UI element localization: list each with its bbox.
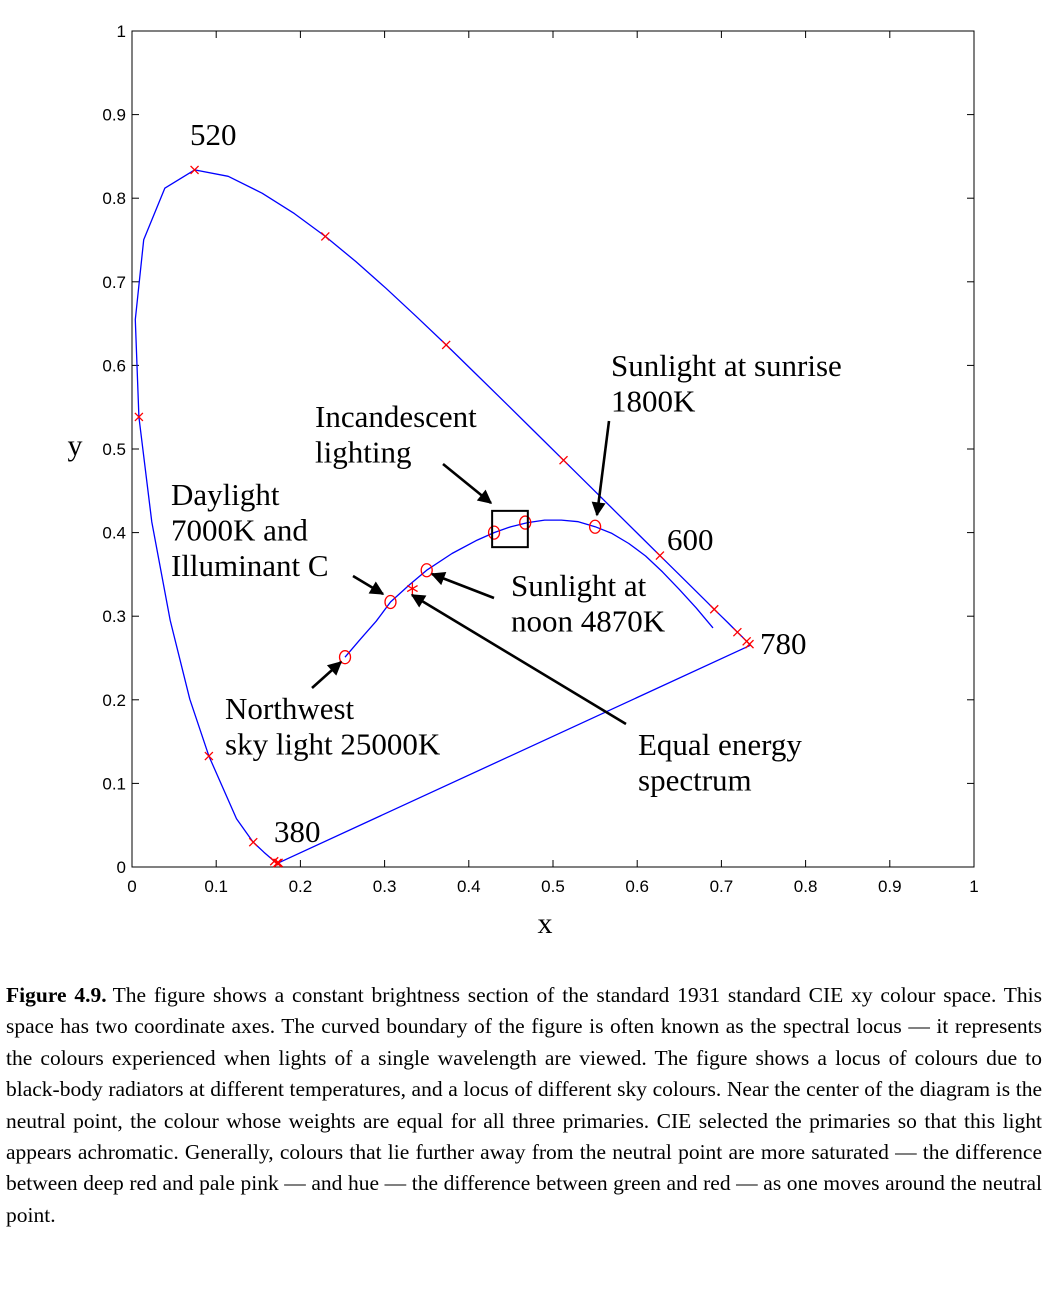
caption-text: The figure shows a constant brightness s… [6, 983, 1042, 1227]
marker-stroke [269, 856, 279, 866]
marker-stroke [134, 412, 144, 422]
annotation-northwest-line: sky light 25000K [225, 727, 441, 762]
x-tick-label: 0.7 [710, 877, 734, 896]
annotation-sunrise-line: 1800K [611, 384, 696, 419]
arrow-daylight [352, 574, 385, 596]
y-tick-label: 0.8 [102, 189, 126, 208]
incandescent-box [491, 509, 529, 549]
y-tick-label: 0.3 [102, 607, 126, 626]
x-tick-label: 0 [127, 877, 136, 896]
annotation-incandescent-line: lighting [315, 435, 411, 470]
y-tick-label: 0.5 [102, 440, 126, 459]
marker-stroke [745, 639, 754, 649]
marker-stroke [274, 858, 284, 868]
marker-stroke [655, 551, 665, 561]
annotation-sunrise-line: Sunlight at sunrise [611, 348, 842, 383]
locus-point-circle [487, 525, 501, 540]
locus-point-circle [384, 594, 397, 610]
y-tick-label: 1 [117, 22, 126, 41]
wavelength-marker [134, 412, 144, 422]
figure-caption: Figure 4.9. The figure shows a constant b… [6, 980, 1042, 1231]
marker-stroke [441, 340, 451, 350]
wavelength-marker [745, 639, 754, 649]
y-tick-label: 0.9 [102, 106, 126, 125]
y-axis-label: y [68, 429, 83, 462]
arrow-noon [430, 572, 495, 600]
wavelength-marker [269, 856, 279, 866]
wavelength-marker [559, 455, 568, 465]
x-tick-label: 0.4 [457, 877, 481, 896]
x-tick-label: 0.6 [625, 877, 649, 896]
marker-stroke [248, 837, 258, 847]
annotation-noon-line: noon 4870K [511, 604, 666, 639]
locus-point-circle [338, 650, 352, 665]
arrow-sunrise [591, 420, 611, 517]
x-tick-label: 0.2 [289, 877, 313, 896]
x-tick-label: 0.5 [541, 877, 565, 896]
annotation-northwest-line: Northwest [225, 691, 355, 726]
annotation-daylight-line: Illuminant C [171, 548, 329, 583]
label-380: 380 [274, 814, 321, 849]
wavelength-marker [248, 837, 258, 847]
equal-energy-point [406, 582, 418, 595]
label-780: 780 [760, 626, 807, 661]
locus-point-circle [420, 563, 433, 578]
asterisk-stroke [406, 585, 418, 593]
label-520: 520 [190, 117, 237, 152]
wavelength-marker [709, 604, 719, 614]
annotation-incandescent-line: Incandescent [315, 399, 477, 434]
x-tick-label: 0.9 [878, 877, 902, 896]
arrow-equal [410, 593, 627, 726]
caption-label: Figure 4.9. [6, 983, 107, 1007]
y-tick-label: 0.6 [102, 356, 126, 375]
y-tick-label: 0 [117, 858, 126, 877]
y-tick-label: 0.7 [102, 273, 126, 292]
cie-chromaticity-chart: 0 0.1 0.2 0.3 0.4 0.5 0.6 0.7 0.8 0.9 1 0 0.1 0.2 0.3 0… [68, 22, 979, 940]
blackbody-locus [344, 519, 714, 658]
label-600: 600 [667, 522, 714, 557]
wavelength-marker [204, 751, 214, 761]
annotation-daylight-line: Daylight [171, 477, 280, 512]
y-tick-label: 0.2 [102, 691, 126, 710]
marker-stroke [190, 165, 200, 175]
wavelength-marker [441, 340, 451, 350]
arrow-incandescent [442, 462, 493, 505]
annotation-daylight-line: 7000K and [171, 513, 308, 548]
annotation-equal-line: spectrum [638, 763, 752, 798]
marker-stroke [320, 231, 330, 241]
y-tick-label: 0.4 [102, 524, 126, 543]
marker-stroke [204, 751, 214, 761]
x-tick-label: 0.1 [204, 877, 228, 896]
annotation-noon-line: Sunlight at [511, 568, 647, 603]
x-axis-label: x [538, 907, 553, 940]
x-tick-label: 0.8 [794, 877, 818, 896]
x-tick-label: 0.3 [373, 877, 397, 896]
wavelength-marker [190, 165, 200, 175]
arrow-northwest [311, 661, 343, 689]
x-tick-label: 1 [969, 877, 978, 896]
wavelength-marker [320, 231, 330, 241]
wavelength-marker [655, 551, 665, 561]
chart-svg: 0 0.1 0.2 0.3 0.4 0.5 0.6 0.7 0.8 0.9 1 0 0.1 0.2 0.3 0… [68, 22, 979, 940]
annotation-equal-line: Equal energy [638, 727, 802, 762]
locus-point-circle [519, 515, 532, 530]
marker-stroke [559, 455, 568, 465]
y-tick-label: 0.1 [102, 774, 126, 793]
marker-stroke [272, 858, 282, 868]
marker-stroke [732, 627, 742, 637]
locus-point-circle [588, 519, 602, 534]
wavelength-marker [732, 627, 742, 637]
marker-stroke [709, 604, 719, 614]
